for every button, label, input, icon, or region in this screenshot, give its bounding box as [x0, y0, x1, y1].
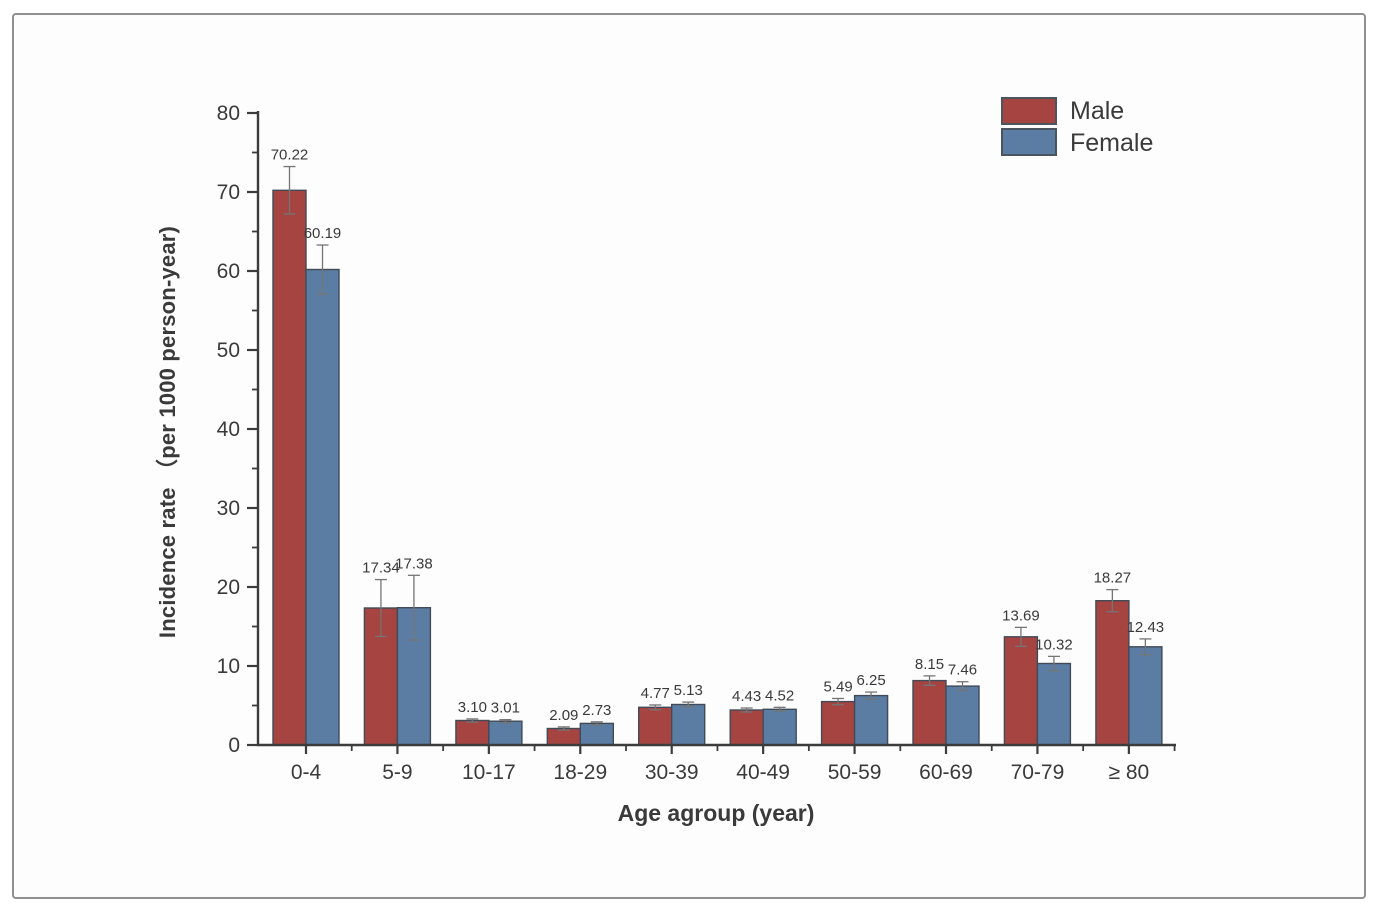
value-label-female-0-4: 60.19 [304, 225, 342, 242]
value-label-male-0-4: 70.22 [271, 147, 309, 164]
bar-male-60-69 [912, 679, 947, 746]
y-tick-label: 80 [217, 102, 240, 125]
legend-swatch-female-icon [1001, 128, 1057, 156]
value-label-male-18-29: 2.09 [549, 707, 578, 724]
value-label-male-70-79: 13.69 [1002, 607, 1040, 624]
value-label-female-70-79: 10.32 [1035, 636, 1073, 653]
bar-male-10-17 [455, 719, 490, 746]
bar-female-70-79 [1036, 662, 1072, 746]
y-tick-label: 70 [217, 181, 240, 204]
x-tick-label-60-69: 60-69 [919, 761, 973, 784]
x-tick-label-0-4: 0-4 [291, 761, 322, 784]
bar-female-30-39 [671, 703, 706, 746]
value-label-male-10-17: 3.10 [458, 699, 487, 716]
value-label-male-5-9: 17.34 [362, 560, 400, 577]
bar-male-18-29 [546, 727, 581, 746]
axes-layer: 0 10 20 30 40 50 60 70 80 0-4 5-9 10-17 18-29 30-39 40… [217, 102, 1176, 784]
bar-female-0-4 [305, 268, 340, 746]
legend-item-male: Male [1001, 95, 1153, 127]
x-axis-title: Age agroup (year) [617, 800, 815, 826]
y-tick-label: 20 [217, 576, 240, 599]
figure-border [12, 13, 1366, 899]
bar-male-70-79 [1003, 636, 1039, 746]
value-label-male-60-69: 8.15 [915, 656, 944, 673]
value-label-female-50-59: 6.25 [856, 672, 885, 689]
y-tick-label: 40 [217, 418, 240, 441]
y-tick-label: 50 [217, 339, 240, 362]
bar-male-0-4 [272, 189, 307, 746]
x-tick-label-50-59: 50-59 [828, 761, 882, 784]
value-label-male-30-39: 4.77 [641, 685, 670, 702]
y-tick-label: 30 [217, 497, 240, 520]
value-label-male-≥ 80: 18.27 [1094, 570, 1132, 587]
y-tick-label: 10 [217, 655, 240, 678]
legend-label-male: Male [1070, 97, 1125, 125]
value-label-male-50-59: 5.49 [823, 679, 852, 696]
bar-female-≥ 80 [1128, 646, 1163, 746]
x-tick-label-70-79: 70-79 [1011, 761, 1065, 784]
x-tick-label-30-39: 30-39 [645, 761, 699, 784]
value-label-female-10-17: 3.01 [491, 700, 520, 717]
y-tick-label: 60 [217, 260, 240, 283]
x-tick-label-5-9: 5-9 [382, 761, 412, 784]
legend-swatch-male-icon [1001, 97, 1057, 125]
error-bars-layer [283, 165, 1152, 731]
value-label-female-18-29: 2.73 [582, 702, 611, 719]
bar-female-50-59 [853, 694, 889, 746]
value-label-female-30-39: 5.13 [674, 682, 703, 699]
bar-male-40-49 [729, 709, 764, 746]
legend-label-female: Female [1070, 129, 1154, 157]
bar-female-18-29 [579, 722, 614, 746]
bar-female-60-69 [945, 685, 980, 746]
bar-female-10-17 [488, 720, 523, 746]
x-tick-label-18-29: 18-29 [553, 761, 607, 784]
value-label-male-40-49: 4.43 [732, 688, 761, 705]
x-tick-label-10-17: 10-17 [462, 761, 516, 784]
legend: Male Female [1001, 95, 1153, 159]
legend-item-female: Female [1001, 127, 1153, 159]
x-tick-label-40-49: 40-49 [736, 761, 790, 784]
bars-layer [272, 189, 1163, 746]
y-tick-label: 0 [228, 734, 240, 757]
bar-female-40-49 [762, 708, 797, 746]
value-label-female-≥ 80: 12.43 [1127, 619, 1165, 636]
value-labels-layer: 70.22 17.34 3.10 2.09 4.77 4.43 5.49 8.15 13.69 1… [271, 147, 1164, 724]
bar-male-30-39 [638, 706, 673, 746]
value-label-female-5-9: 17.38 [395, 555, 433, 572]
value-label-female-60-69: 7.46 [948, 662, 977, 679]
value-label-female-40-49: 4.52 [765, 687, 794, 704]
y-axis-title: Incidence rate （per 1000 person-year) [155, 225, 180, 639]
bar-male-≥ 80 [1095, 600, 1130, 746]
x-tick-label-≥ 80: ≥ 80 [1109, 761, 1150, 784]
bar-male-50-59 [820, 700, 856, 746]
